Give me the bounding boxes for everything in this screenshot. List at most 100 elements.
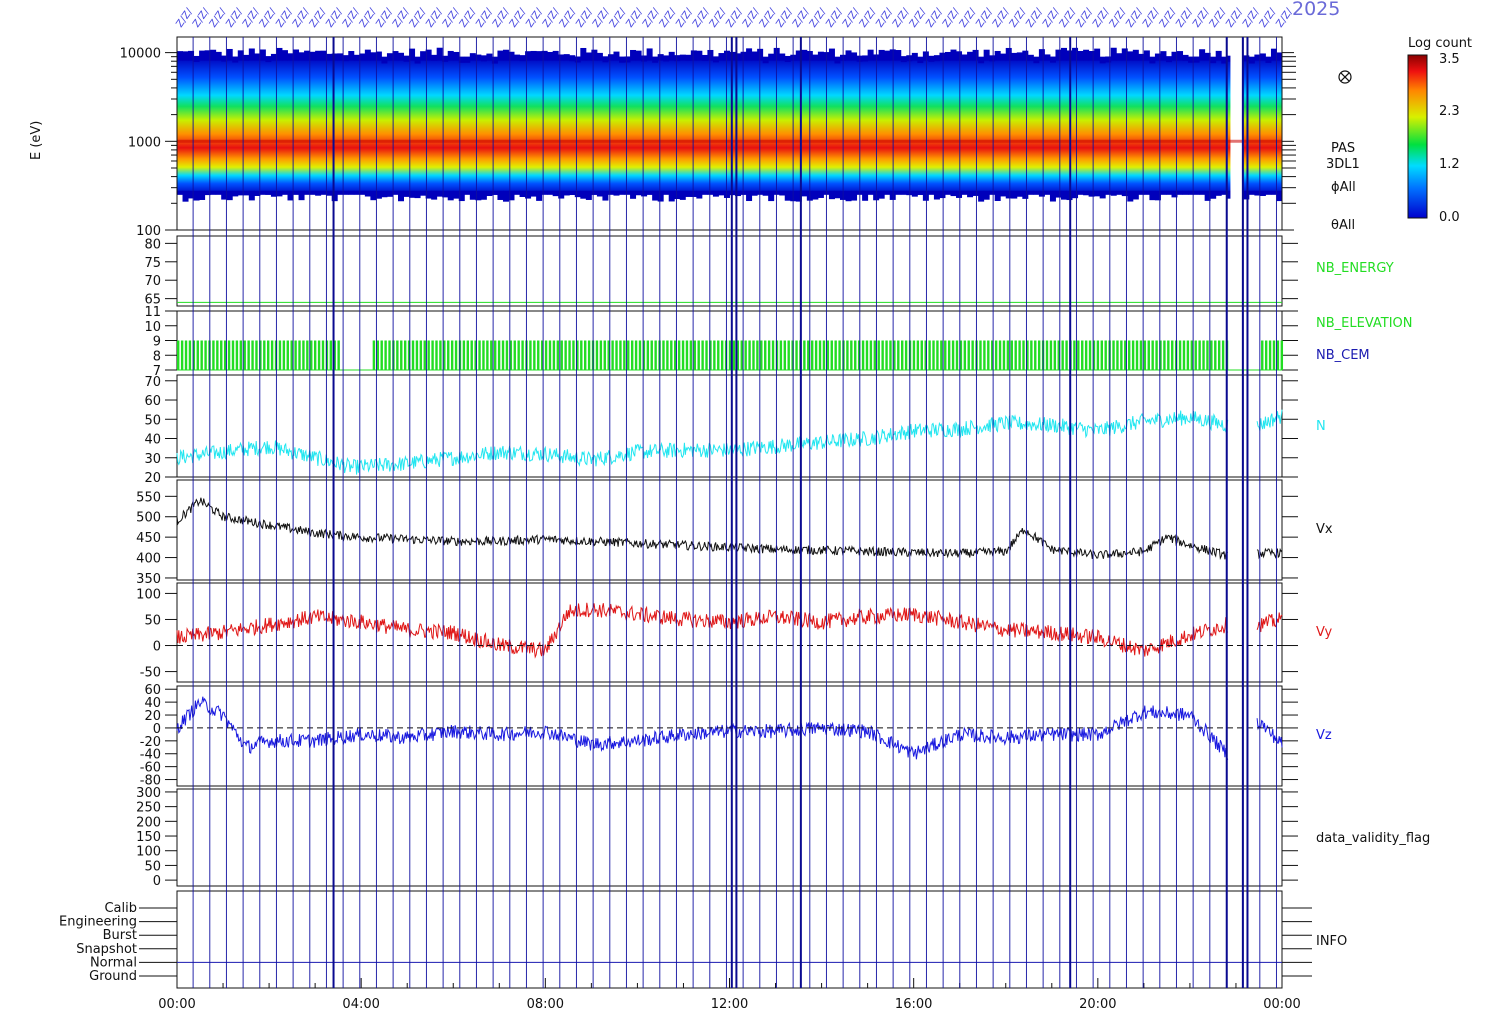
spectrogram-edge-bottom <box>442 190 449 198</box>
spectrogram-edge-bottom <box>972 190 979 196</box>
y-tick-label: 60 <box>144 394 161 409</box>
nb-elevation-bar <box>388 340 391 370</box>
filename-mark: Z/Z/ <box>174 6 195 30</box>
spectrogram-edge-bottom <box>668 190 675 202</box>
y-tick-label: Calib <box>104 901 137 916</box>
spectrogram-edge-top <box>1077 50 1084 61</box>
spectrogram-edge-top <box>1160 51 1167 61</box>
spectrogram-edge-top <box>1038 49 1045 61</box>
nb-elevation-bar <box>423 340 426 370</box>
filename-mark: Z/Z/ <box>924 6 945 30</box>
nb-elevation-bar <box>1276 340 1280 370</box>
spectrogram-edge-top <box>646 48 653 61</box>
y-tick-label: 10 <box>144 320 161 335</box>
nb-elevation-bar <box>775 340 779 370</box>
spectrogram-edge-bottom <box>619 190 625 195</box>
spectrogram-edge-bottom <box>491 190 498 195</box>
spectrogram-edge-bottom <box>712 190 719 197</box>
spectrogram-edge-top <box>276 47 283 61</box>
colorbar-tick-label: 2.3 <box>1439 104 1460 119</box>
spectrogram-edge-bottom <box>696 190 703 199</box>
nb-elevation-bar <box>803 340 806 370</box>
nb-elevation-bar <box>501 340 505 370</box>
spectrogram-edge-top <box>1165 56 1172 63</box>
spectrogram-edge-bottom <box>1016 190 1023 197</box>
spectrogram-edge-top <box>762 57 769 64</box>
y-tick-label: Normal <box>90 955 137 970</box>
filename-mark: Z/Z/ <box>1058 6 1079 30</box>
spectrogram-edge-top <box>177 51 183 61</box>
nb-elevation-bar <box>1034 340 1037 370</box>
spectrogram-edge-bottom <box>1121 190 1128 197</box>
nb-elevation-bar <box>752 340 755 370</box>
spectrogram-edge-bottom <box>679 190 686 200</box>
spectrogram-edge-top <box>210 49 217 61</box>
nb-elevation-bar <box>1272 340 1276 370</box>
nb-elevation-bar <box>983 340 986 370</box>
n-series-label: N <box>1316 419 1326 434</box>
nb-elevation-bar <box>1186 340 1190 370</box>
spectrogram-edge-bottom <box>348 190 355 195</box>
nb-elevation-bar <box>1124 340 1127 370</box>
nb-elevation-bar <box>634 340 638 370</box>
spectrogram-edge-bottom <box>950 190 957 197</box>
nb-elevation-bar <box>1116 340 1119 370</box>
spectrogram-edge-top <box>817 51 824 61</box>
nb-elevation-bar <box>584 340 587 370</box>
y-tick-label: 50 <box>144 859 161 874</box>
nb-elevation-bar <box>736 340 740 370</box>
nb-elevation-bar <box>650 340 653 370</box>
spectrogram-edge-top <box>596 52 603 61</box>
nb-elevation-bar <box>967 340 970 370</box>
nb-elevation-bar <box>627 340 630 370</box>
spectrogram-edge-top <box>746 48 753 61</box>
nb-elevation-bar <box>376 340 379 370</box>
spectrogram-edge-top <box>254 53 261 61</box>
spectrogram-edge-bottom <box>458 190 465 202</box>
spectrogram-edge-bottom <box>193 190 200 201</box>
spectrogram-edge-bottom <box>1061 190 1067 200</box>
spectrogram-edge-bottom <box>624 190 631 195</box>
nb-elevation-bar <box>615 340 618 370</box>
filename-mark: Z/Z/ <box>991 6 1012 30</box>
panel-frame <box>176 685 1283 787</box>
nb-elevation-bar <box>901 340 904 370</box>
nb-elevation-bar <box>337 340 340 370</box>
nb-elevation-bar <box>764 340 767 370</box>
y-tick-label: 100 <box>136 587 161 602</box>
x-tick-label: 04:00 <box>342 997 379 1012</box>
spectrogram-edge-bottom <box>596 190 603 197</box>
y-tick-label: 40 <box>144 696 161 711</box>
nb-elevation-bar <box>834 340 837 370</box>
nb-elevation-bar <box>212 340 215 370</box>
nb-elevation-bar <box>1127 340 1131 370</box>
y-tick-label: 400 <box>136 552 161 567</box>
nb-elevation-bar <box>188 340 192 370</box>
spectrogram-edge-bottom <box>1049 190 1056 202</box>
spectrogram-edge-top <box>895 50 902 61</box>
spectrogram-edge-top <box>237 50 244 61</box>
nb-elevation-bar <box>568 340 571 370</box>
spectrogram-edge-bottom <box>1138 190 1145 195</box>
spectrogram-edge-top <box>469 53 476 61</box>
filename-mark: Z/Z/ <box>524 6 545 30</box>
nb-elevation-bar <box>838 340 841 370</box>
spectrogram-edge-top <box>994 50 1001 61</box>
nb-elevation-bar <box>932 340 935 370</box>
nb-elevation-bar <box>407 340 411 370</box>
spectrogram-edge-top <box>204 50 211 61</box>
spectrogram-edge-top <box>1083 49 1090 61</box>
nb-elevation-bar <box>521 340 524 370</box>
nb-elevation-bar <box>1104 340 1107 370</box>
nb-elevation-bar <box>1081 340 1084 370</box>
spectrogram-edge-bottom <box>552 190 559 197</box>
spectrogram-edge-bottom <box>1027 190 1034 195</box>
nb-elevation-bar <box>384 340 387 370</box>
spectrogram-edge-top <box>602 56 609 63</box>
filename-mark: Z/Z/ <box>791 6 812 30</box>
spectrogram-edge-top <box>569 55 576 62</box>
spectrogram-edge-top <box>215 51 222 61</box>
filename-mark: Z/Z/ <box>941 6 962 30</box>
spectrogram-edge-top <box>188 50 195 61</box>
